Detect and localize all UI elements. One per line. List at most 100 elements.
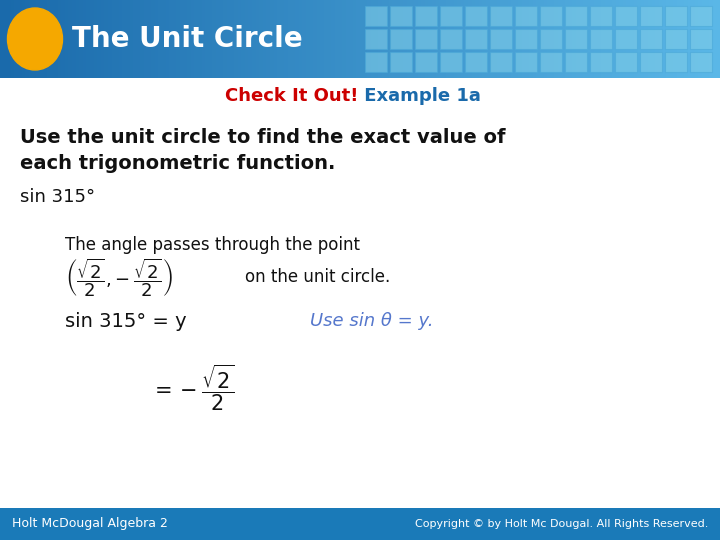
Bar [259,0,264,78]
Bar [346,0,350,78]
Bar [659,0,663,78]
Bar [400,0,404,78]
Bar [425,0,429,78]
Bar [241,0,246,78]
Bar [248,0,253,78]
Bar [454,0,458,78]
Bar [490,29,512,49]
Text: Holt McDougal Algebra 2: Holt McDougal Algebra 2 [12,517,168,530]
Bar [328,0,332,78]
Bar [11,0,15,78]
Bar [508,0,512,78]
Bar [40,0,44,78]
Bar [216,0,220,78]
Bar [256,0,260,78]
Bar [464,0,469,78]
Bar [486,0,490,78]
Bar [310,0,314,78]
Bar [302,0,307,78]
Bar [94,0,98,78]
Bar [665,52,687,72]
Bar [691,0,696,78]
Bar [690,52,712,72]
Bar [684,0,688,78]
Bar [390,52,412,72]
Bar [292,0,296,78]
Bar [482,0,487,78]
Bar [640,29,662,49]
Bar [209,0,213,78]
Bar [47,0,51,78]
Text: Use the unit circle to find the exact value of: Use the unit circle to find the exact va… [20,128,505,147]
Bar [605,0,609,78]
Text: Example 1a: Example 1a [358,87,481,105]
Bar [158,0,163,78]
Bar [666,0,670,78]
Bar [547,0,552,78]
Bar [465,52,487,72]
Bar [551,0,555,78]
Bar [533,0,537,78]
Bar [698,0,703,78]
Bar [637,0,642,78]
Bar [43,0,48,78]
Bar [615,6,637,26]
Bar [440,29,462,49]
Bar [500,0,505,78]
Bar [263,0,267,78]
Text: each trigonometric function.: each trigonometric function. [20,154,336,173]
Bar [220,0,224,78]
Text: Use sin θ = y.: Use sin θ = y. [310,312,433,330]
Bar [342,0,346,78]
Bar [360,0,364,78]
Bar [234,0,238,78]
Bar [166,0,170,78]
Bar [648,0,652,78]
Bar [32,0,37,78]
Bar [540,0,544,78]
Bar [515,0,519,78]
Bar [403,0,408,78]
Bar [324,0,328,78]
Bar [277,0,282,78]
Bar [7,0,12,78]
Bar [320,0,325,78]
Bar [390,6,412,26]
Bar [529,0,534,78]
Bar [378,0,382,78]
Bar [713,0,717,78]
Bar [662,0,667,78]
Bar [410,0,415,78]
Bar [173,0,177,78]
Bar [440,6,462,26]
Bar [695,0,699,78]
Bar [515,29,537,49]
Bar [562,0,566,78]
Bar [101,0,105,78]
Bar [690,29,712,49]
Bar [212,0,217,78]
Bar [644,0,649,78]
Bar [50,0,55,78]
Bar [191,0,195,78]
Bar [590,6,612,26]
Bar [202,0,206,78]
Bar [126,0,130,78]
Bar [580,0,584,78]
Bar [144,0,148,78]
Bar [14,0,19,78]
Bar [148,0,152,78]
Bar [576,0,580,78]
Bar [680,0,685,78]
Bar [436,0,440,78]
Bar [317,0,321,78]
Bar [415,6,437,26]
Bar [119,0,123,78]
Bar [299,0,303,78]
Bar [565,52,587,72]
Bar [565,6,587,26]
Bar [479,0,483,78]
Bar [590,52,612,72]
Bar [612,0,616,78]
Bar [0,78,720,505]
